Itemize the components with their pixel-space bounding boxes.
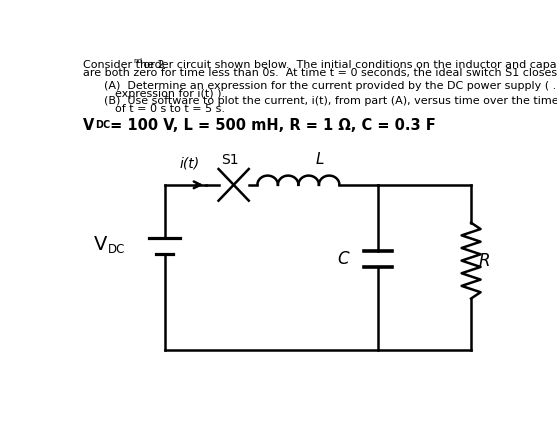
- Text: C: C: [338, 250, 349, 268]
- Text: order circuit shown below.  The initial conditions on the inductor and capacitor: order circuit shown below. The initial c…: [140, 59, 557, 70]
- Text: = 100 V, L = 500 mH, R = 1 Ω, C = 0.3 F: = 100 V, L = 500 mH, R = 1 Ω, C = 0.3 F: [105, 118, 436, 133]
- Text: of t = 0 s to t = 5 s.: of t = 0 s to t = 5 s.: [115, 104, 225, 114]
- Text: DC: DC: [96, 119, 111, 130]
- Text: DC: DC: [108, 243, 125, 256]
- Text: (B)  Use software to plot the current, i(t), from part (A), versus time over the: (B) Use software to plot the current, i(…: [104, 96, 557, 106]
- Text: V: V: [82, 118, 94, 133]
- Text: (A)  Determine an expression for the current provided by the DC power supply ( .: (A) Determine an expression for the curr…: [104, 81, 557, 91]
- Text: Consider the 2: Consider the 2: [82, 59, 164, 70]
- Text: R: R: [479, 252, 490, 270]
- Text: are both zero for time less than 0s.  At time t = 0 seconds, the ideal switch S1: are both zero for time less than 0s. At …: [82, 68, 557, 78]
- Text: V: V: [94, 235, 107, 254]
- Text: i(t): i(t): [180, 156, 200, 170]
- Text: S1: S1: [221, 153, 238, 167]
- Text: nd: nd: [134, 58, 143, 64]
- Text: expression for i(t) ).: expression for i(t) ).: [115, 89, 225, 98]
- Text: L: L: [316, 152, 324, 167]
